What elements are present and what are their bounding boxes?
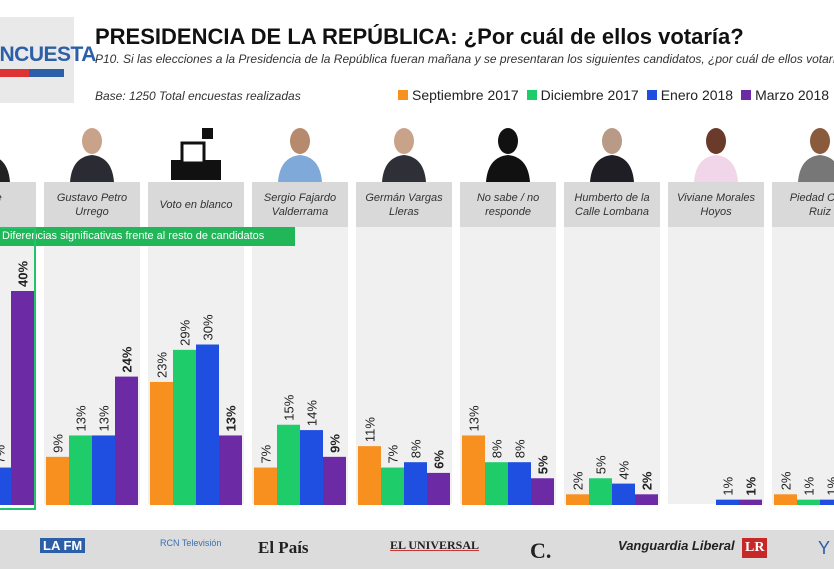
legend-item-enero: Enero 2018 — [646, 87, 734, 103]
media-logo: RCN Televisión — [160, 538, 222, 548]
legend-item-marzo: Marzo 2018 — [741, 87, 829, 103]
candidate-column — [668, 182, 764, 504]
page-title: PRESIDENCIA DE LA REPÚBLICA: ¿Por cuál d… — [95, 24, 744, 49]
candidate-photo — [382, 128, 426, 182]
candidate-photo — [798, 128, 834, 182]
media-logo: Vanguardia Liberal — [618, 538, 735, 553]
media-footer — [0, 530, 834, 569]
candidate-name: Sergio Fajardo Valderrama — [252, 182, 348, 227]
media-logo: Y — [818, 538, 831, 558]
candidate-name: Gustavo Petro Urrego — [44, 182, 140, 227]
media-logo: El País — [258, 538, 309, 557]
candidate-column — [460, 182, 556, 504]
encuesta-logo: ENCUESTA — [0, 17, 96, 103]
logo-text: ENCUESTA — [0, 43, 96, 66]
candidate-name: Humberto de la Calle Lombana — [564, 182, 660, 227]
candidate-photo — [0, 159, 10, 182]
candidate-photo — [278, 128, 322, 182]
candidate-photo — [70, 128, 114, 182]
chart-legend: Septiembre 2017 Diciembre 2017 Enero 201… — [398, 87, 829, 103]
candidate-column — [564, 182, 660, 504]
candidate-column — [356, 182, 452, 504]
legend-label: Diciembre 2017 — [540, 87, 639, 103]
candidate-name: Piedad Có... Ruiz — [772, 182, 834, 227]
candidate-column — [772, 182, 834, 504]
candidate-name: ...que ...z — [0, 182, 36, 227]
media-logo: LA FM — [40, 538, 86, 553]
legend-swatch — [526, 90, 537, 100]
candidate-name: Germán Vargas Lleras — [356, 182, 452, 227]
ballot-box-icon — [171, 128, 221, 180]
candidate-name: Voto en blanco — [148, 182, 244, 227]
candidate-name: Viviane Morales Hoyos — [668, 182, 764, 227]
legend-item-diciembre: Diciembre 2017 — [526, 87, 639, 103]
significance-highlight-box — [0, 227, 36, 510]
media-logo: EL UNIVERSAL — [390, 538, 480, 552]
candidate-photo — [486, 128, 530, 182]
legend-label: Marzo 2018 — [755, 87, 830, 103]
legend-swatch — [741, 90, 752, 100]
significance-banner: Diferencias significativas frente al res… — [0, 227, 295, 246]
base-text: Base: 1250 Total encuestas realizadas — [95, 89, 301, 103]
legend-label: Enero 2018 — [660, 87, 734, 103]
legend-label: Septiembre 2017 — [412, 87, 519, 103]
logo-subtitle — [0, 69, 64, 77]
legend-swatch — [398, 90, 408, 100]
candidate-photo — [694, 128, 738, 182]
media-logo: C. — [530, 538, 552, 563]
legend-item-septiembre: Septiembre 2017 — [398, 87, 519, 103]
candidate-name: No sabe / no responde — [460, 182, 556, 227]
candidate-photo — [590, 128, 634, 182]
question-text: P10. Si las elecciones a la Presidencia … — [95, 52, 834, 66]
legend-swatch — [646, 90, 657, 100]
media-logo: LR — [742, 538, 768, 558]
